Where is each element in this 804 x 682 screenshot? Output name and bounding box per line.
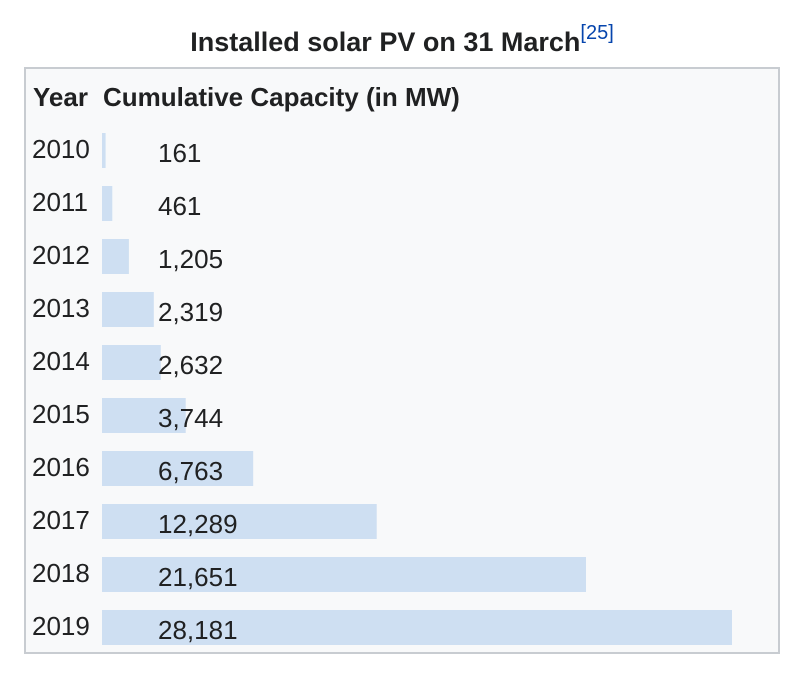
value-label-2013: 2,319 [158, 297, 223, 327]
value-label-2012: 1,205 [158, 244, 223, 274]
bar-2015 [102, 398, 186, 433]
value-label-2018: 21,651 [158, 562, 238, 592]
bar-2012 [102, 239, 129, 274]
year-label-2010: 2010 [32, 134, 90, 164]
year-label-2018: 2018 [32, 558, 90, 588]
chart-title-text: Installed solar PV on 31 March [190, 27, 581, 57]
column-header-capacity: Cumulative Capacity (in MW) [103, 82, 460, 112]
bar-2017 [102, 504, 377, 539]
value-label-2011: 461 [158, 191, 201, 221]
year-label-2014: 2014 [32, 346, 90, 376]
chart-title: Installed solar PV on 31 March[25] [0, 22, 804, 60]
year-label-2016: 2016 [32, 452, 90, 482]
year-label-2019: 2019 [32, 611, 90, 641]
column-header-year: Year [33, 82, 88, 112]
year-label-2011: 2011 [32, 187, 88, 217]
value-label-2010: 161 [158, 138, 201, 168]
value-label-2019: 28,181 [158, 615, 238, 645]
bar-2018 [102, 557, 586, 592]
reference-link[interactable]: [25] [580, 22, 614, 44]
value-label-2017: 12,289 [158, 509, 238, 539]
bar-2016 [102, 451, 254, 486]
year-label-2013: 2013 [32, 293, 90, 323]
bar-2013 [102, 292, 154, 327]
year-label-2017: 2017 [32, 505, 90, 535]
bar-2011 [102, 186, 113, 221]
bar-2019 [102, 610, 732, 645]
year-label-2015: 2015 [32, 399, 90, 429]
year-label-2012: 2012 [32, 240, 90, 270]
bar-2014 [102, 345, 161, 380]
bar-2010 [102, 133, 106, 168]
value-label-2016: 6,763 [158, 456, 223, 486]
value-label-2014: 2,632 [158, 350, 223, 380]
value-label-2015: 3,744 [158, 403, 223, 433]
